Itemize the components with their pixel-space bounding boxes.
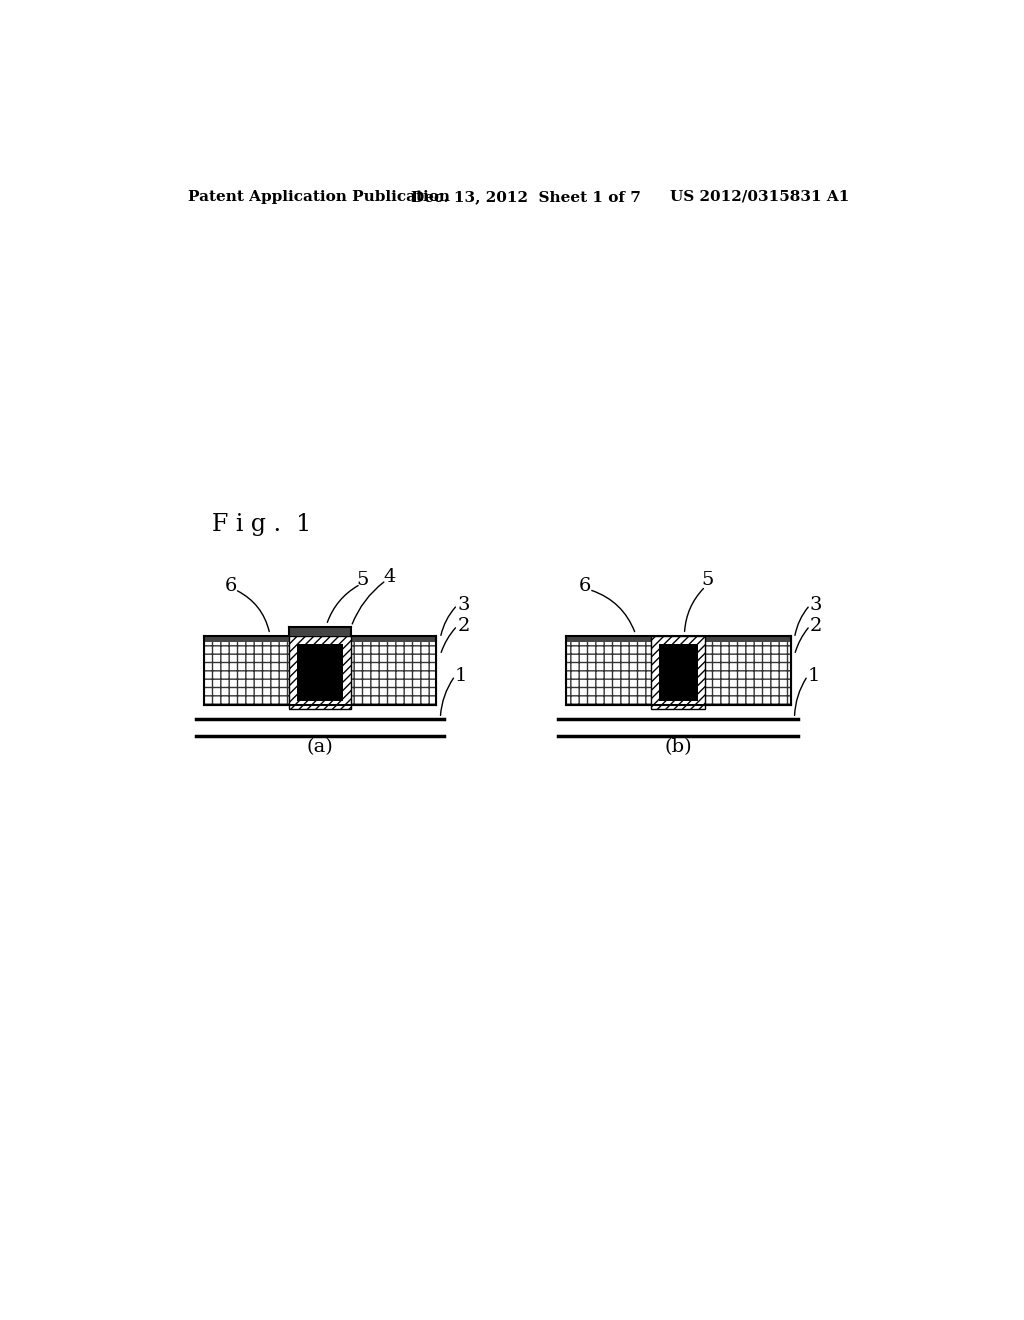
FancyArrowPatch shape xyxy=(238,591,269,631)
Text: US 2012/0315831 A1: US 2012/0315831 A1 xyxy=(671,190,850,203)
Text: 6: 6 xyxy=(225,577,238,595)
Text: 2: 2 xyxy=(458,616,470,635)
Text: 1: 1 xyxy=(455,667,467,685)
Text: (b): (b) xyxy=(665,738,692,756)
Bar xyxy=(351,636,436,705)
Bar xyxy=(706,636,791,705)
Text: 1: 1 xyxy=(808,667,820,685)
FancyArrowPatch shape xyxy=(328,586,358,623)
Text: Patent Application Publication: Patent Application Publication xyxy=(188,190,451,203)
Text: 5: 5 xyxy=(701,572,714,589)
Bar xyxy=(658,644,697,701)
Text: F i g .  1: F i g . 1 xyxy=(212,513,311,536)
Bar xyxy=(651,636,706,709)
Bar xyxy=(289,627,351,636)
FancyArrowPatch shape xyxy=(795,607,808,635)
Text: 3: 3 xyxy=(810,597,822,614)
Text: 4: 4 xyxy=(384,568,396,586)
FancyArrowPatch shape xyxy=(796,628,808,652)
FancyArrowPatch shape xyxy=(795,678,806,715)
Text: 3: 3 xyxy=(458,597,470,614)
Bar xyxy=(204,636,436,642)
Bar xyxy=(566,636,651,705)
FancyArrowPatch shape xyxy=(441,628,456,652)
Text: 2: 2 xyxy=(810,616,822,635)
Bar xyxy=(289,636,351,709)
Text: Dec. 13, 2012  Sheet 1 of 7: Dec. 13, 2012 Sheet 1 of 7 xyxy=(411,190,641,203)
FancyArrowPatch shape xyxy=(352,582,384,624)
FancyArrowPatch shape xyxy=(685,589,703,631)
FancyArrowPatch shape xyxy=(592,590,635,632)
Bar xyxy=(297,644,343,701)
FancyArrowPatch shape xyxy=(440,678,454,715)
Text: (a): (a) xyxy=(307,738,334,756)
Bar xyxy=(204,636,289,705)
Text: 6: 6 xyxy=(579,577,592,595)
Text: 5: 5 xyxy=(356,572,369,589)
Bar xyxy=(566,636,791,642)
FancyArrowPatch shape xyxy=(441,607,456,635)
